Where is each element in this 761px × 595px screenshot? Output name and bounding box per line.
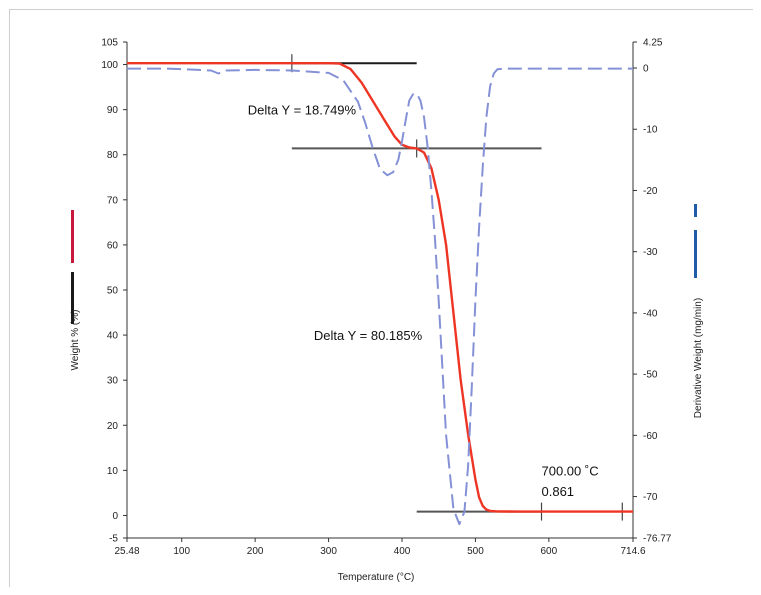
y-left-tick-label: 70	[107, 195, 119, 206]
axes-layer: 25.48 100 200 300 400 500 600 714.6105100908070…	[71, 38, 697, 557]
derivative-weight-line	[127, 67, 633, 526]
y-left-tick-label: 40	[107, 331, 119, 342]
x-tick-label: 200	[247, 546, 264, 557]
weight-key-bar-black	[71, 272, 74, 324]
y-right-tick-label: -40	[643, 308, 658, 319]
x-tick-label: 714.6	[620, 546, 645, 557]
y-left-tick-label: 10	[107, 466, 119, 477]
y-right-tick-label: -60	[643, 431, 658, 442]
y-right-tick-label: -30	[643, 247, 658, 258]
chart-frame	[9, 9, 753, 587]
weight-key-bar-red	[71, 210, 74, 263]
y-left-tick-label: 20	[107, 421, 119, 432]
x-tick-label: 25.48	[114, 546, 139, 557]
weight-percent-line	[127, 62, 633, 513]
x-tick-label: 100	[173, 546, 190, 557]
y-right-tick-label: -76.77	[643, 534, 672, 545]
annotation-label: Delta Y = 80.185%	[314, 328, 423, 343]
derivative-key-bar-short	[694, 204, 697, 217]
derivative-key-bar-long	[694, 230, 697, 278]
reference-lines-layer	[291, 54, 623, 521]
y-left-tick-label: 90	[107, 105, 119, 116]
annotation-label: Delta Y = 18.749%	[248, 103, 357, 118]
y-left-tick-label: 80	[107, 150, 119, 161]
y-left-tick-label: 105	[101, 38, 118, 49]
y-left-tick-label: 100	[101, 60, 118, 71]
x-tick-label: 400	[394, 546, 411, 557]
annotation-label: 0.861	[542, 484, 575, 499]
y-right-tick-label: -20	[643, 186, 658, 197]
y-left-tick-label: 50	[107, 286, 119, 297]
x-axis-title: Temperature (°C)	[338, 572, 415, 583]
y-right-tick-label: 4.25	[643, 38, 663, 49]
series-layer	[127, 62, 633, 526]
x-tick-label: 500	[467, 546, 484, 557]
y-axis-right-title: Derivative Weight (mg/min)	[693, 298, 704, 418]
y-right-tick-label: 0	[643, 64, 649, 75]
y-left-tick-label: 30	[107, 376, 119, 387]
y-right-tick-label: -50	[643, 370, 658, 381]
y-right-tick-label: -70	[643, 492, 658, 503]
annotations-layer: Delta Y = 18.749% Delta Y = 80.185% 700.00…	[248, 103, 599, 499]
y-axis-left-title: Weight % (%)	[70, 310, 81, 371]
x-tick-label: 600	[541, 546, 558, 557]
y-right-tick-label: -10	[643, 125, 658, 136]
y-left-tick-label: 0	[112, 511, 118, 522]
x-tick-label: 300	[320, 546, 337, 557]
y-left-tick-label: -5	[109, 534, 118, 545]
y-left-tick-label: 60	[107, 240, 119, 251]
annotation-label: 700.00 ˚C	[542, 463, 599, 478]
